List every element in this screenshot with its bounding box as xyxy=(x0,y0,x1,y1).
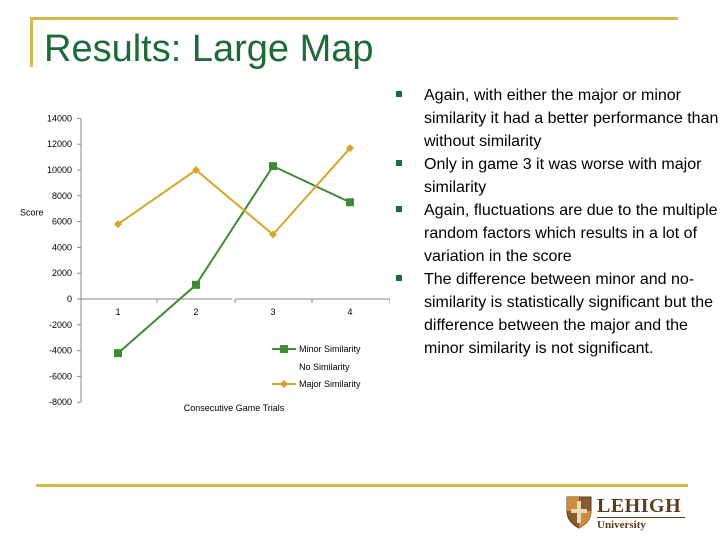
x-tick-label: 4 xyxy=(347,307,352,317)
bullet-marker-icon xyxy=(396,275,402,281)
logo-sub: University xyxy=(597,519,646,531)
bullet-text: Again, with either the major or minor si… xyxy=(424,87,719,150)
legend-label-major-similarity: Major Similarity xyxy=(299,379,361,389)
legend-marker-no-similarity xyxy=(280,363,288,371)
y-tick-label: 14000 xyxy=(47,113,72,123)
legend-marker-minor-similarity xyxy=(280,345,288,353)
x-tick-label: 3 xyxy=(270,307,275,317)
x-tick-label: 2 xyxy=(193,307,198,317)
y-tick-label: 4000 xyxy=(52,242,72,252)
y-tick-label: 2000 xyxy=(52,268,72,278)
logo-divider xyxy=(597,517,685,518)
legend-label-minor-similarity: Minor Similarity xyxy=(299,344,361,354)
bullet-text: Again, fluctuations are due to the multi… xyxy=(424,202,718,265)
minor-similarity-point xyxy=(192,280,200,289)
slide-title: Results: Large Map xyxy=(44,28,374,70)
no-similarity-point xyxy=(269,240,277,249)
y-tick-label: 0 xyxy=(67,294,72,304)
y-tick-label: -2000 xyxy=(49,320,72,330)
legend-marker-major-similarity xyxy=(280,380,288,388)
minor-similarity-line xyxy=(117,164,351,354)
results-chart: 14000 12000 10000 8000 6000 4000 2000 0 -2000 -40… xyxy=(20,113,390,413)
bullet-item: Only in game 3 it was worse with major s… xyxy=(394,153,720,199)
title-rule-left xyxy=(30,17,33,67)
y-tick-label: -4000 xyxy=(49,346,72,356)
bullet-item: Again, fluctuations are due to the multi… xyxy=(394,199,720,268)
x-tick-label: 1 xyxy=(115,307,120,317)
major-similarity-line xyxy=(117,147,351,236)
major-similarity-point xyxy=(346,144,354,153)
y-tick-label: 10000 xyxy=(47,165,72,175)
y-tick-label: 12000 xyxy=(47,139,72,149)
y-tick-label: 6000 xyxy=(52,217,72,227)
bullet-item: The difference between minor and no-simi… xyxy=(394,268,720,360)
y-tick-label: -6000 xyxy=(49,371,72,381)
bullet-item: Again, with either the major or minor si… xyxy=(394,84,720,153)
bottom-rule xyxy=(36,484,688,487)
major-similarity-point xyxy=(114,220,122,229)
y-axis-label: Score xyxy=(20,208,44,218)
minor-similarity-point xyxy=(346,198,354,207)
logo-name: LEHIGH xyxy=(597,495,682,517)
minor-similarity-point xyxy=(269,162,277,171)
major-similarity-point xyxy=(192,166,200,174)
major-similarity-point xyxy=(269,230,277,239)
no-similarity-point xyxy=(346,271,354,280)
title-rule-top xyxy=(30,17,678,20)
y-tick-label: 8000 xyxy=(52,191,72,201)
no-similarity-point xyxy=(114,369,122,378)
no-similarity-point xyxy=(192,346,200,355)
bullet-list: Again, with either the major or minor si… xyxy=(394,84,720,360)
x-axis-label: Consecutive Game Trials xyxy=(184,403,285,413)
bullet-marker-icon xyxy=(396,91,402,97)
y-tick-label: -8000 xyxy=(49,397,72,407)
lehigh-logo: LEHIGH University xyxy=(563,493,688,535)
bullet-marker-icon xyxy=(396,206,402,212)
no-similarity-line xyxy=(117,243,351,375)
minor-similarity-point xyxy=(114,349,122,358)
bullet-marker-icon xyxy=(396,160,402,166)
bullet-text: Only in game 3 it was worse with major s… xyxy=(424,156,702,196)
shield-icon xyxy=(566,496,592,529)
bullet-text: The difference between minor and no-simi… xyxy=(424,271,713,357)
legend-label-no-similarity: No Similarity xyxy=(299,362,350,372)
